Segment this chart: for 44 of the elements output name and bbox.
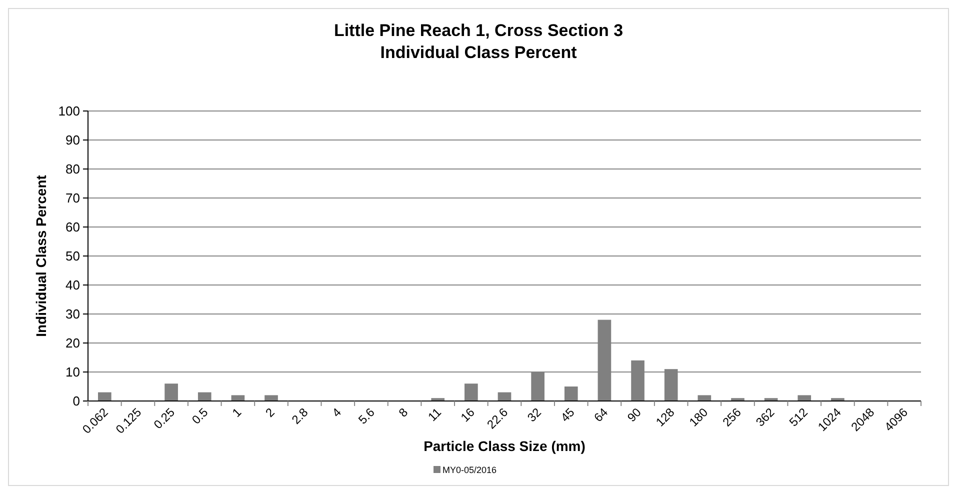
y-tick-label: 40: [66, 278, 80, 293]
x-tick-label: 0.25: [151, 404, 178, 432]
x-tick-label: 4: [329, 405, 344, 420]
y-tick-label: 70: [66, 190, 80, 206]
x-axis-title: Particle Class Size (mm): [424, 438, 586, 454]
bar: [798, 395, 812, 401]
y-tick-label: 30: [66, 306, 80, 322]
y-tick-label: 20: [66, 336, 80, 351]
x-tick-label: 362: [753, 405, 778, 430]
bar: [164, 384, 178, 401]
x-tick-label: 128: [653, 405, 678, 430]
y-tick-label: 0: [72, 394, 80, 409]
x-tick-label: 512: [786, 405, 811, 430]
y-axis-title: Individual Class Percent: [33, 174, 49, 337]
x-tick-label: 256: [720, 405, 744, 430]
legend-label: MY0-05/2016: [442, 465, 497, 475]
bar: [98, 392, 112, 401]
x-tick-label: 8: [396, 405, 411, 420]
x-tick-label: 2: [262, 405, 278, 420]
x-tick-label: 90: [624, 405, 644, 425]
y-tick-label: 10: [66, 364, 80, 380]
x-tick-label: 1: [229, 405, 244, 420]
y-tick-label: 100: [58, 104, 80, 119]
y-tick-label: 60: [66, 220, 80, 235]
x-tick-label: 16: [458, 405, 478, 425]
bar: [198, 392, 212, 401]
bar: [231, 395, 245, 401]
bar: [498, 392, 512, 401]
x-tick-label: 11: [425, 405, 444, 424]
bar: [464, 384, 478, 401]
x-tick-label: 0.5: [189, 404, 211, 427]
x-tick-label: 180: [686, 405, 711, 430]
x-tick-label: 2.8: [289, 404, 311, 427]
x-tick-label: 32: [524, 405, 544, 425]
y-tick-label: 50: [66, 248, 80, 264]
x-tick-label: 64: [591, 405, 611, 425]
y-tick-label: 80: [66, 162, 80, 177]
x-tick-label: 45: [558, 405, 578, 425]
x-tick-label: 5.6: [356, 404, 378, 427]
bar: [698, 395, 712, 401]
y-tick-label: 90: [66, 132, 80, 148]
bar: [564, 386, 578, 401]
bar: [264, 395, 278, 401]
chart-title: Little Pine Reach 1, Cross Section 3 Individual Class Percent: [334, 21, 624, 62]
